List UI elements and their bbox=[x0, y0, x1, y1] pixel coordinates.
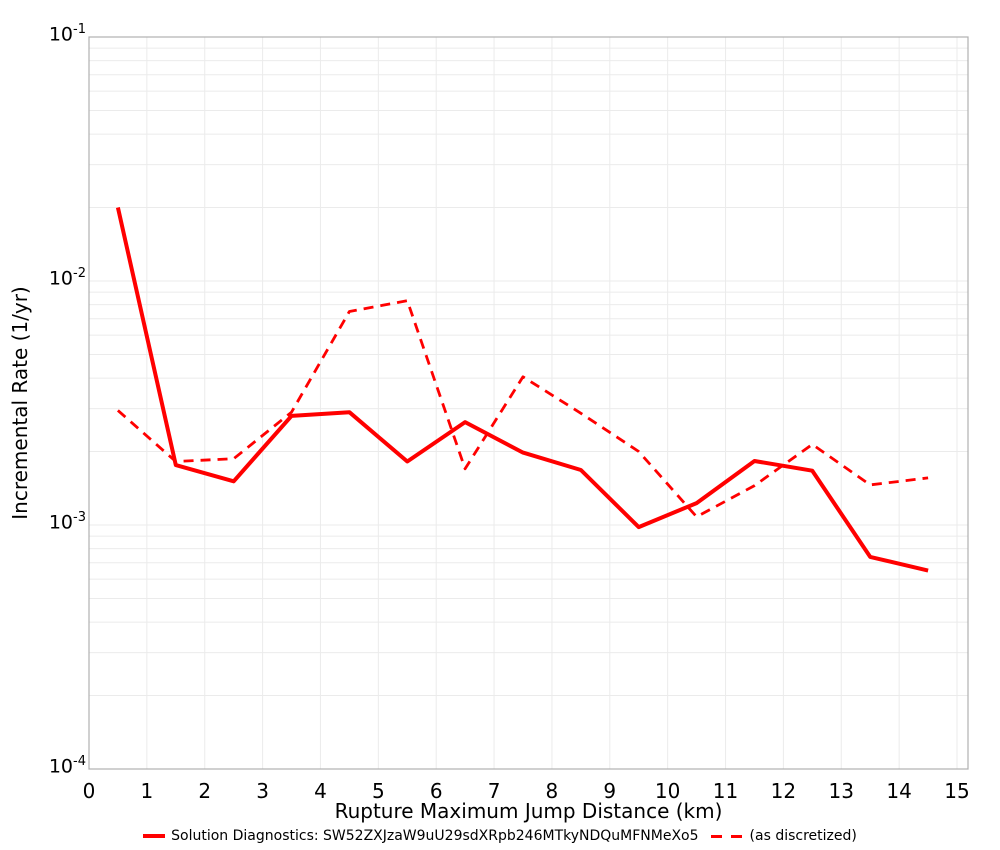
x-tick-label: 6 bbox=[429, 779, 443, 803]
x-tick-label: 7 bbox=[487, 779, 501, 803]
x-tick-label: 4 bbox=[314, 779, 327, 803]
x-tick-label: 12 bbox=[770, 779, 797, 803]
x-tick-label: 14 bbox=[886, 779, 912, 803]
legend-label-as-discretized: (as discretized) bbox=[749, 828, 857, 844]
legend-swatch-dashed-line bbox=[710, 834, 744, 838]
legend: Solution Diagnostics: SW52ZXJzaW9uU29sdX… bbox=[0, 828, 1000, 844]
y-tick-label: 10-2 bbox=[48, 266, 86, 290]
series-line-solid bbox=[115, 207, 929, 573]
x-tick-label: 9 bbox=[603, 779, 617, 803]
x-tick-label: 2 bbox=[198, 779, 212, 803]
plot-border bbox=[88, 36, 969, 770]
y-tick-label: 10-4 bbox=[48, 754, 86, 778]
x-tick-label: 8 bbox=[545, 779, 559, 803]
series-line-dashed bbox=[116, 299, 929, 519]
x-tick-label: 15 bbox=[944, 779, 970, 803]
x-tick-label: 11 bbox=[712, 779, 739, 803]
y-tick-label: 10-3 bbox=[48, 510, 86, 534]
x-axis-title: Rupture Maximum Jump Distance (km) bbox=[334, 799, 723, 823]
x-tick-label: 1 bbox=[140, 779, 154, 803]
x-tick-label: 3 bbox=[256, 779, 269, 803]
x-tick-label: 13 bbox=[828, 779, 854, 803]
legend-swatch-solid-line bbox=[143, 834, 166, 838]
x-tick-label: 5 bbox=[371, 779, 385, 803]
legend-label-solution-diagnostics: Solution Diagnostics: SW52ZXJzaW9uU29sdX… bbox=[171, 828, 699, 844]
y-axis-title: Incremental Rate (1/yr) bbox=[8, 286, 32, 520]
x-tick-label: 0 bbox=[82, 779, 96, 803]
x-tick-label: 10 bbox=[654, 779, 681, 803]
y-tick-label: 10-1 bbox=[48, 22, 86, 46]
